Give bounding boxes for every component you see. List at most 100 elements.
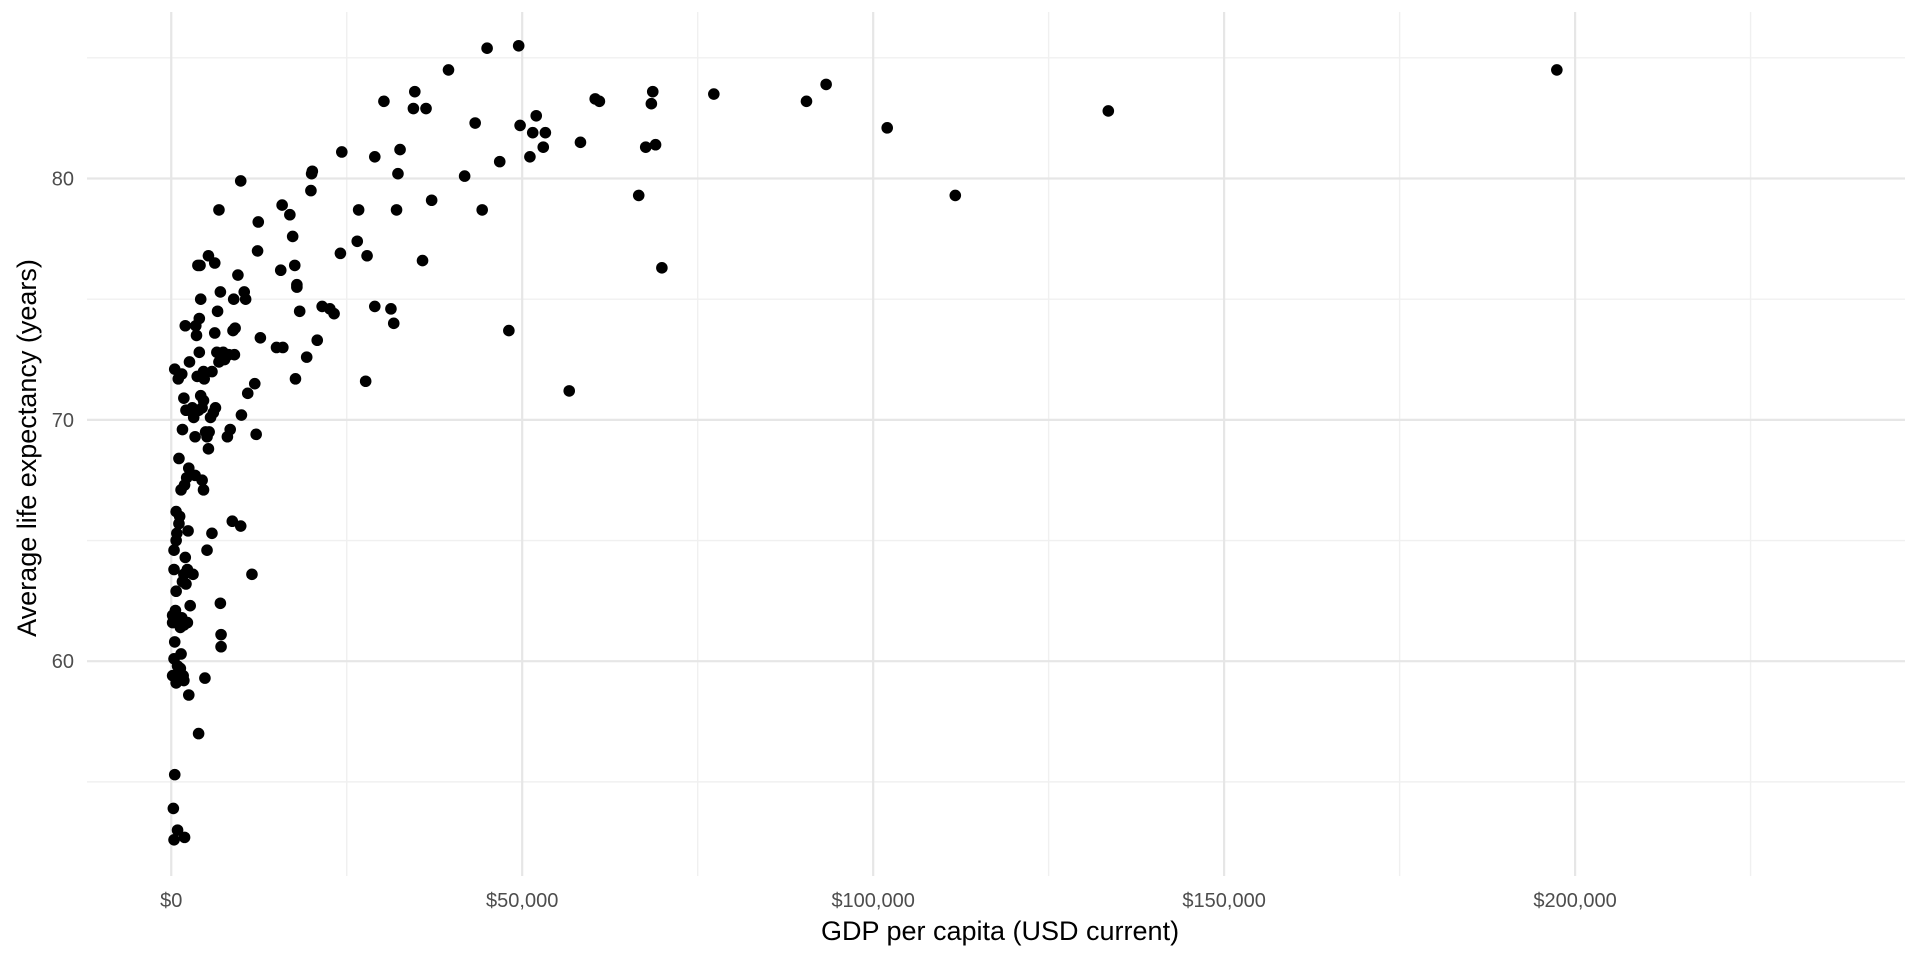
data-point: [170, 585, 182, 598]
data-point: [203, 426, 215, 438]
data-point: [239, 293, 252, 305]
grid-lines: [87, 12, 1905, 876]
data-point: [361, 249, 373, 262]
y-tick-label: 70: [52, 410, 74, 432]
data-point: [215, 628, 227, 641]
data-point: [351, 235, 364, 248]
data-point: [178, 674, 190, 687]
data-point: [820, 78, 832, 91]
data-point: [359, 375, 372, 388]
data-point: [289, 373, 302, 385]
data-point: [288, 259, 301, 272]
data-point: [311, 334, 324, 347]
data-point: [176, 423, 189, 436]
data-point: [182, 525, 194, 537]
data-point: [539, 126, 552, 139]
data-point: [202, 443, 215, 455]
data-point: [179, 551, 192, 564]
data-point: [191, 370, 204, 383]
data-point: [305, 184, 317, 197]
data-point: [235, 409, 248, 421]
data-point: [334, 247, 347, 260]
data-point: [407, 102, 420, 115]
x-tick-label: $50,000: [486, 890, 558, 912]
data-point: [276, 199, 288, 211]
data-point: [208, 327, 221, 339]
data-point: [234, 175, 247, 187]
data-point: [214, 597, 227, 610]
data-point: [215, 640, 227, 653]
data-point: [632, 189, 645, 202]
data-point: [187, 568, 199, 581]
data-point: [442, 64, 455, 76]
data-point: [190, 329, 203, 342]
data-point: [224, 423, 236, 436]
data-point: [182, 689, 195, 701]
data-point: [171, 824, 184, 836]
data-point: [227, 324, 239, 337]
data-point: [305, 167, 318, 180]
data-point: [168, 833, 180, 846]
data-point: [227, 293, 240, 305]
y-tick-label: 60: [52, 651, 74, 673]
y-axis-title: Average life expectancy (years): [12, 259, 42, 637]
data-point: [209, 401, 222, 414]
data-point: [168, 636, 181, 648]
data-point: [211, 346, 223, 359]
data-point: [214, 286, 227, 298]
data-point: [241, 387, 254, 400]
data-point: [530, 109, 543, 122]
data-point: [226, 515, 239, 528]
x-tick-label: $200,000: [1533, 890, 1616, 912]
data-point: [574, 136, 587, 149]
data-point: [514, 119, 526, 132]
x-axis-title: GDP per capita (USD current): [821, 916, 1179, 946]
x-tick-label: $150,000: [1182, 890, 1265, 912]
data-point: [168, 563, 180, 576]
data-point: [201, 544, 213, 556]
data-point: [166, 616, 179, 629]
data-point: [178, 392, 190, 404]
x-tick-label: $0: [160, 890, 182, 912]
data-point: [458, 170, 471, 182]
data-point: [649, 138, 662, 151]
data-point: [167, 802, 180, 815]
data-point: [232, 269, 244, 281]
data-point: [251, 245, 264, 257]
data-point: [172, 373, 185, 385]
data-point: [213, 204, 225, 216]
data-point: [206, 527, 218, 540]
data-point: [192, 259, 204, 272]
data-point: [425, 194, 438, 207]
data-point: [211, 305, 224, 318]
data-point: [352, 204, 365, 216]
data-point: [250, 428, 262, 441]
data-point: [180, 578, 192, 590]
data-point: [189, 319, 202, 332]
data-point: [170, 534, 182, 547]
data-point: [394, 143, 406, 156]
data-point: [175, 484, 187, 496]
data-point: [274, 264, 287, 277]
data-point: [1551, 64, 1563, 76]
data-point: [291, 281, 303, 293]
data-point: [537, 141, 550, 153]
x-tick-labels: $0 $50,000 $100,000 $150,000 $200,000: [160, 890, 1617, 912]
data-point: [183, 356, 196, 368]
data-point: [168, 544, 180, 556]
data-point: [234, 520, 247, 532]
data-point: [284, 208, 296, 221]
data-point: [189, 430, 201, 443]
data-point: [563, 385, 576, 397]
data-point: [708, 88, 720, 100]
data-point: [173, 517, 185, 530]
x-tick-label: $100,000: [831, 890, 914, 912]
data-point: [194, 293, 207, 305]
data-point: [493, 155, 506, 168]
data-point: [646, 85, 659, 98]
data-point: [196, 401, 208, 414]
data-point: [168, 768, 181, 781]
data-point: [416, 254, 429, 267]
data-point: [252, 216, 265, 228]
data-point: [503, 324, 515, 337]
